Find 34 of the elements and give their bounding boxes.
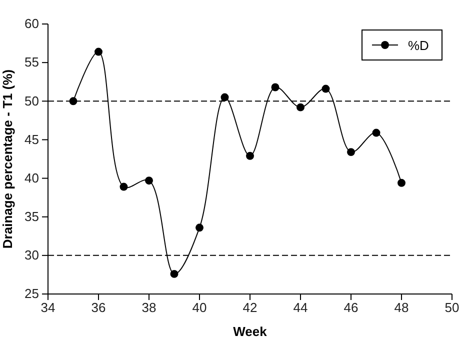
point — [145, 176, 153, 185]
legend-label: %D — [408, 38, 429, 53]
point — [196, 224, 204, 232]
point — [271, 83, 280, 92]
x-tick-label: 38 — [142, 300, 156, 316]
point — [220, 93, 229, 102]
point — [398, 178, 406, 187]
point — [322, 84, 330, 93]
point — [296, 103, 304, 112]
x-tick-label: 44 — [293, 300, 308, 316]
point — [372, 128, 380, 137]
x-axis-title: Week — [233, 324, 268, 339]
x-tick-label: 40 — [192, 300, 207, 316]
y-tick-label: 30 — [24, 248, 39, 263]
x-tick-label: 46 — [344, 300, 358, 316]
point — [347, 148, 355, 156]
y-tick-label: 45 — [24, 132, 39, 147]
x-tick-label: 50 — [444, 300, 460, 316]
y-tick-label: 40 — [24, 170, 39, 186]
point — [170, 270, 178, 278]
y-tick-label: 60 — [24, 16, 39, 32]
x-tick-label: 42 — [242, 300, 258, 316]
y-axis-title: Drainage percentage - T1 (%) — [0, 69, 15, 249]
point — [94, 48, 102, 56]
x-tick-label: 48 — [394, 300, 409, 316]
point — [246, 152, 254, 160]
x-tick-label: 34 — [40, 300, 56, 316]
x-tick-label: 36 — [91, 300, 106, 316]
y-tick-label: 55 — [24, 54, 39, 70]
y-tick-label: 25 — [24, 286, 39, 302]
y-tick-label: 35 — [24, 209, 39, 224]
point — [120, 182, 128, 191]
y-tick-label: 50 — [24, 93, 39, 108]
point — [69, 97, 78, 106]
